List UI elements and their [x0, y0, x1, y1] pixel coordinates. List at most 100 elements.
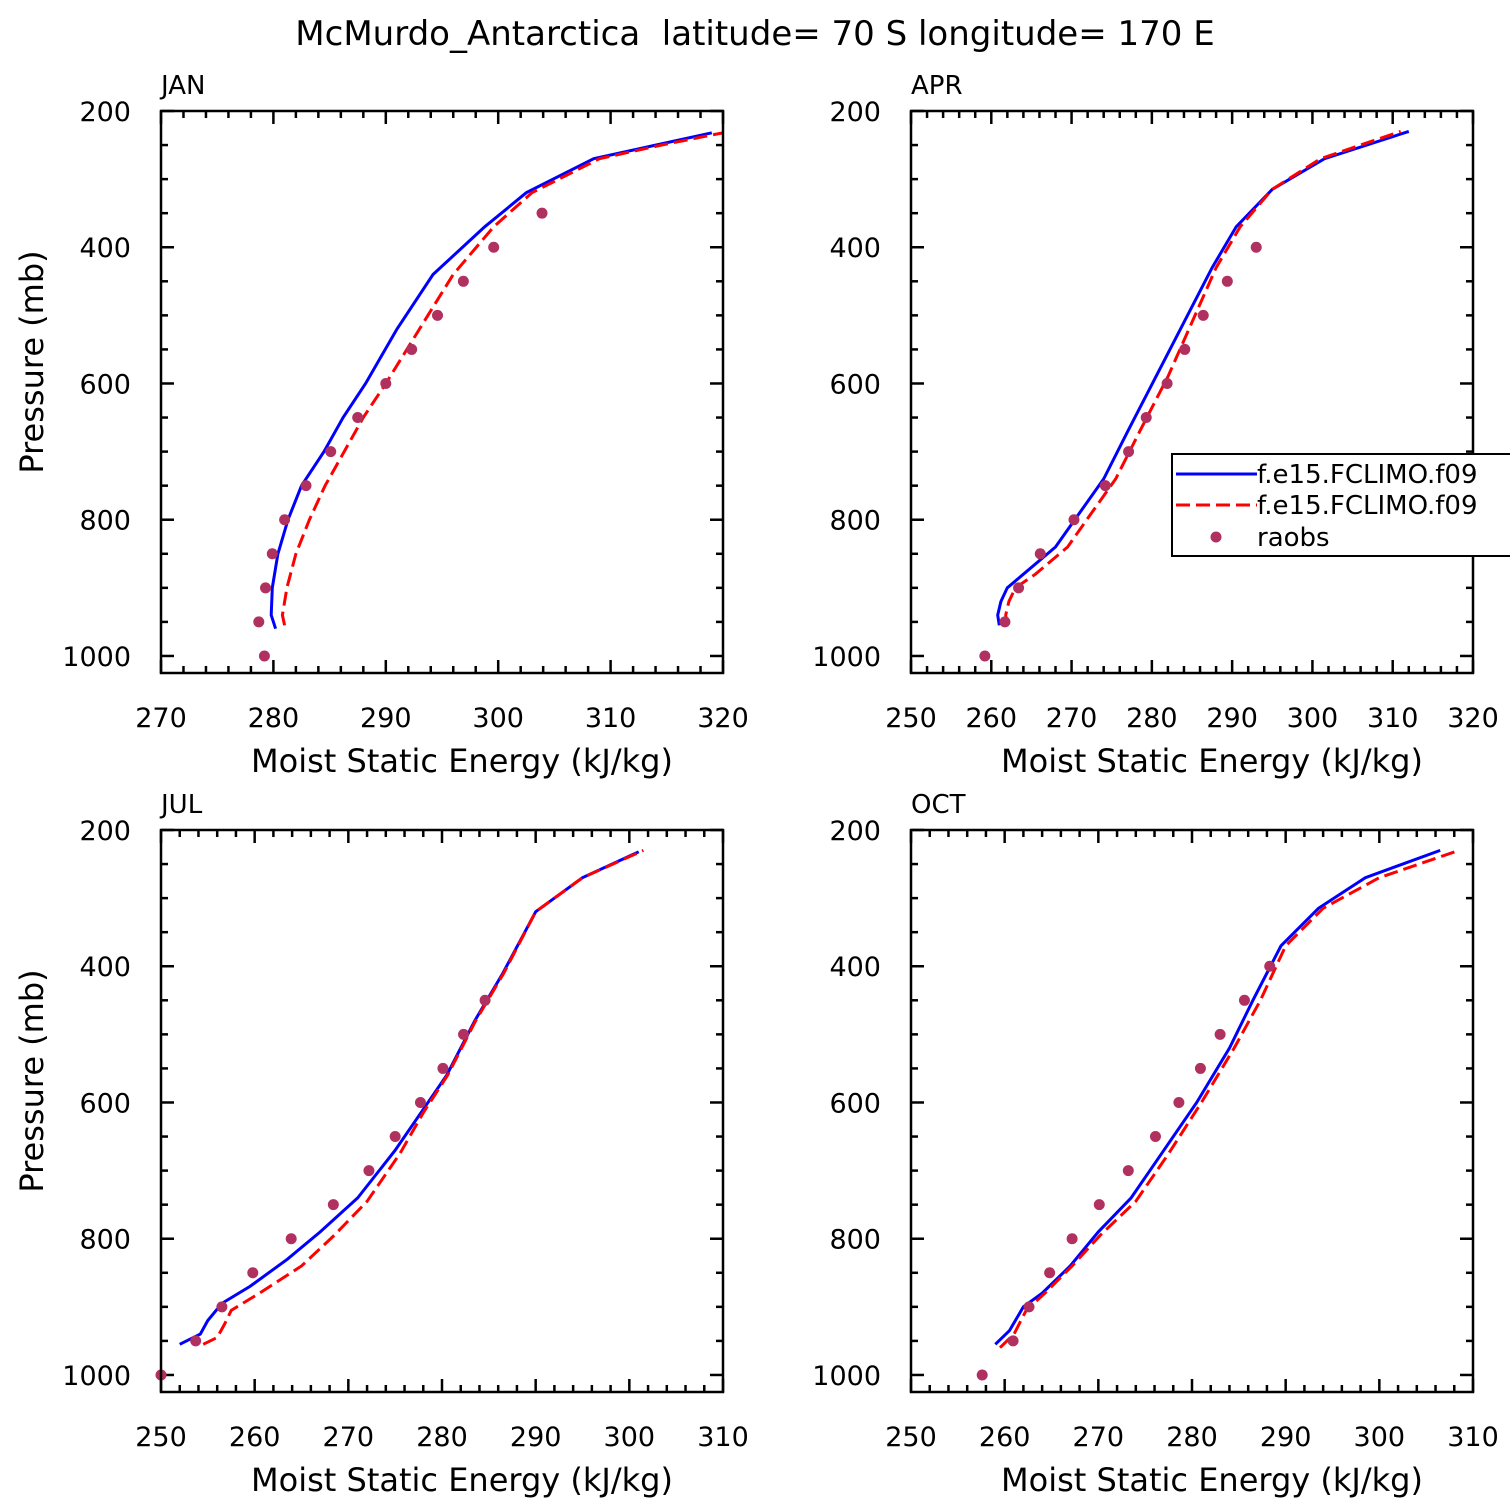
y-tick-label: 600	[829, 369, 881, 400]
x-tick-label: 300	[472, 703, 524, 734]
raobs-point	[1007, 1335, 1019, 1347]
raobs-point	[300, 480, 312, 492]
x-tick-label: 250	[885, 1422, 937, 1453]
y-tick-label: 400	[79, 952, 131, 983]
raobs-point	[1013, 582, 1025, 594]
raobs-point	[437, 1062, 449, 1074]
y-tick-label: 800	[829, 506, 881, 537]
x-axis-label: Moist Static Energy (kJ/kg)	[1001, 742, 1423, 780]
raobs-point	[1093, 1199, 1105, 1211]
x-tick-label: 270	[135, 703, 187, 734]
panel-title: JAN	[159, 71, 205, 101]
x-tick-label: 300	[1354, 1422, 1406, 1453]
x-tick-label: 280	[1166, 1422, 1218, 1453]
raobs-point	[1123, 446, 1135, 458]
legend-label: raobs	[1257, 523, 1330, 553]
plot-frame	[909, 828, 1475, 1394]
raobs-point	[1179, 343, 1191, 355]
y-tick-label: 1000	[812, 1361, 881, 1392]
x-tick-label: 280	[1126, 703, 1178, 734]
raobs-point	[389, 1131, 401, 1143]
panel-jan: JAN 270 280 290 300 310 320 200 400 600 800 1000 Moi…	[13, 71, 749, 780]
x-axis-label: Moist Static Energy (kJ/kg)	[251, 1461, 673, 1499]
y-tick-label: 600	[829, 1088, 881, 1119]
x-tick-label: 250	[135, 1422, 187, 1453]
y-tick-label: 1000	[62, 642, 131, 673]
raobs-point	[1149, 1131, 1161, 1143]
raobs-point	[325, 446, 337, 458]
raobs-point	[266, 548, 278, 560]
raobs-point	[1161, 377, 1173, 389]
figure-title: McMurdo_Antarctica latitude= 70 S longit…	[295, 14, 1214, 54]
y-tick-label: 600	[79, 369, 131, 400]
x-tick-label: 290	[1206, 703, 1258, 734]
panel-title: OCT	[911, 790, 966, 820]
raobs-point	[1034, 548, 1046, 560]
y-tick-label: 1000	[812, 642, 881, 673]
raobs-point	[260, 582, 272, 594]
x-tick-label: 290	[360, 703, 412, 734]
raobs-point	[279, 514, 291, 526]
raobs-point	[352, 412, 364, 424]
x-tick-label: 290	[510, 1422, 562, 1453]
raobs-point	[1023, 1301, 1035, 1313]
y-axis-label: Pressure (mb)	[13, 969, 51, 1192]
raobs-point	[1173, 1096, 1185, 1108]
x-tick-label: 310	[1367, 703, 1419, 734]
x-tick-label: 250	[885, 703, 937, 734]
x-tick-label: 290	[1260, 1422, 1312, 1453]
plot-frame	[909, 109, 1475, 675]
y-tick-label: 400	[79, 233, 131, 264]
raobs-point	[380, 377, 392, 389]
raobs-point	[1044, 1267, 1056, 1279]
x-tick-label: 270	[1073, 1422, 1125, 1453]
raobs-point	[1238, 994, 1250, 1006]
raobs-point	[458, 1028, 470, 1040]
raobs-point	[1194, 1062, 1206, 1074]
y-tick-label: 200	[79, 816, 131, 847]
raobs-point	[1221, 275, 1233, 287]
raobs-point	[1122, 1165, 1134, 1177]
raobs-point	[979, 650, 991, 662]
x-tick-label: 280	[416, 1422, 468, 1453]
raobs-point	[414, 1096, 426, 1108]
raobs-point	[253, 616, 265, 628]
plot-frame	[159, 109, 725, 675]
model-line-dashed	[280, 131, 723, 626]
y-tick-label: 800	[829, 1225, 881, 1256]
x-tick-label: 260	[966, 703, 1018, 734]
x-tick-label: 270	[323, 1422, 375, 1453]
x-tick-label: 300	[604, 1422, 656, 1453]
y-tick-label: 800	[79, 506, 131, 537]
x-axis-label: Moist Static Energy (kJ/kg)	[251, 742, 673, 780]
x-tick-label: 310	[585, 703, 637, 734]
y-tick-label: 600	[79, 1088, 131, 1119]
y-tick-label: 800	[79, 1225, 131, 1256]
raobs-point	[536, 207, 548, 219]
y-tick-label: 200	[829, 816, 881, 847]
panel-jul: JUL 250 260 270 280 290 300 310 200 400 600 800 1000…	[13, 790, 749, 1499]
model-line-dashed	[998, 848, 1460, 1349]
raobs-point	[1068, 514, 1080, 526]
y-tick-label: 400	[829, 952, 881, 983]
raobs-point	[1250, 241, 1262, 253]
panel-apr: APR 250 260 270 280 290 300 310 320 200 400 600 800 1…	[812, 71, 1498, 780]
raobs-point	[216, 1301, 228, 1313]
raobs-point	[1066, 1233, 1078, 1245]
raobs-point	[457, 275, 469, 287]
x-tick-label: 260	[979, 1422, 1031, 1453]
model-line-solid	[996, 129, 1410, 626]
legend-marker-raobs	[1210, 531, 1222, 543]
panel-oct: OCT 250 260 270 280 290 300 310 200 400 600 800 1000…	[812, 790, 1498, 1499]
x-tick-label: 260	[229, 1422, 281, 1453]
raobs-point	[1197, 309, 1209, 321]
raobs-point	[406, 343, 418, 355]
y-tick-label: 200	[829, 97, 881, 128]
raobs-point	[363, 1165, 375, 1177]
raobs-point	[190, 1335, 202, 1347]
panels: JAN 270 280 290 300 310 320 200 400 600 800 1000 Moi…	[13, 71, 1499, 1499]
x-tick-label: 300	[1287, 703, 1339, 734]
raobs-point	[432, 309, 444, 321]
legend-label: f.e15.FCLIMO.f09	[1257, 460, 1477, 490]
